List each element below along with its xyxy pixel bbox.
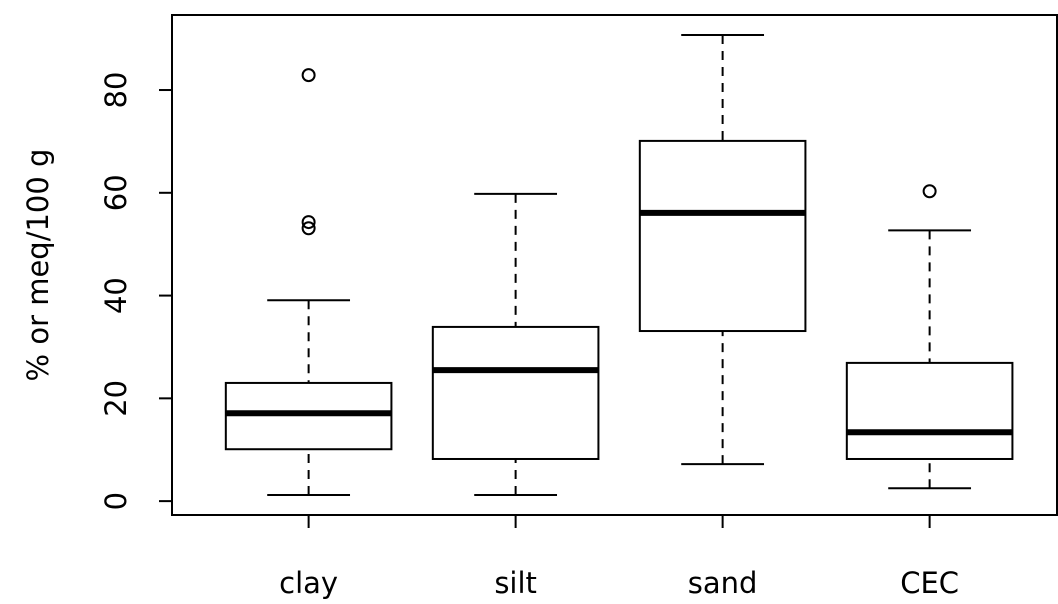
outlier [301,215,316,230]
x-tick-label: silt [494,566,537,600]
outlier [922,184,937,199]
box [431,325,600,460]
y-axis-label: % or meq/100 g [21,149,55,382]
outlier [301,68,316,83]
x-tick-label: CEC [900,566,959,600]
y-tick-label: 0 [99,492,133,510]
y-tick-label: 80 [99,72,133,109]
plot-frame [171,14,1058,516]
y-tick-label: 60 [99,174,133,211]
y-tick-label: 40 [99,277,133,314]
box [638,139,807,333]
y-tick-label: 20 [99,380,133,417]
x-tick-label: clay [279,566,338,600]
x-tick-label: sand [688,566,758,600]
outlier [301,221,316,236]
box [845,361,1014,460]
